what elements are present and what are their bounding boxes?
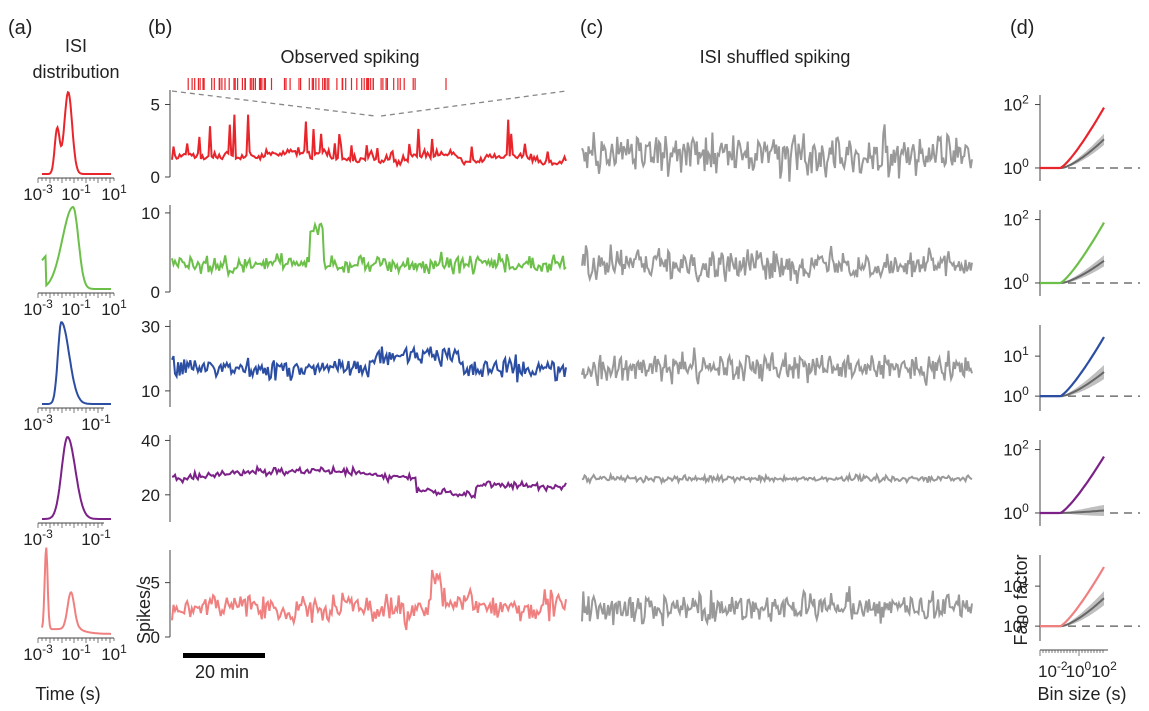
panel-c-label: (c) <box>580 17 603 39</box>
isi-tick-label: 10-3 <box>23 412 53 434</box>
fano-y-tick-label: 102 <box>1003 438 1029 460</box>
isi-tick-label: 10-3 <box>23 182 53 204</box>
rate-y-tick-label: 0 <box>151 168 160 187</box>
rate-y-tick-label: 5 <box>151 574 160 593</box>
fano-curve-green <box>1040 222 1105 285</box>
rate-trace-blue <box>171 344 567 383</box>
panel-d-label: (d) <box>1010 17 1034 39</box>
fano-y-tick-label: 101 <box>1003 574 1029 596</box>
panel-b-ylabel: Spikes/s <box>134 576 154 644</box>
isi-curve-blue <box>42 321 111 405</box>
isi-tick-label: 101 <box>101 642 127 664</box>
fano-y-tick-label: 100 <box>1003 271 1029 293</box>
isi-curve-pink <box>41 547 111 635</box>
fano-curve-pink <box>1040 566 1105 628</box>
rate-y-tick-label: 40 <box>141 431 160 450</box>
shuffle-band <box>1040 591 1104 627</box>
panel-d-xlabel: Bin size (s) <box>1037 684 1126 704</box>
shuffle-band <box>1040 504 1104 516</box>
rate-y-tick-label: 0 <box>151 628 160 647</box>
fano-y-tick-label: 102 <box>1003 93 1029 115</box>
panel-b-title: Observed spiking <box>280 47 419 67</box>
shuffled-trace <box>581 124 973 182</box>
isi-tick-label: 10-1 <box>61 297 91 319</box>
isi-tick-label: 10-1 <box>61 642 91 664</box>
isi-tick-label: 101 <box>101 182 127 204</box>
fano-y-tick-label: 100 <box>1003 156 1029 178</box>
plot-layer: 10-3 10-1 101 10-3 10-1 101 10-3 10-1 10-3 10-1 10… <box>23 78 1140 681</box>
shuffled-trace <box>581 244 973 284</box>
fano-curve-blue <box>1040 336 1105 398</box>
panel-d-ylabel: Fano factor <box>1011 554 1031 645</box>
fano-x-tick-label: 102 <box>1091 659 1117 681</box>
panel-a-label: (a) <box>8 17 32 39</box>
panel-a-xlabel: Time (s) <box>35 684 100 704</box>
rate-y-tick-label: 0 <box>151 283 160 302</box>
rate-trace-green <box>171 220 567 279</box>
time-scale-bar <box>183 653 265 658</box>
rate-trace-red <box>171 114 567 169</box>
zoom-guide-right <box>380 90 567 117</box>
rate-y-tick-label: 10 <box>141 382 160 401</box>
fano-y-tick-label: 100 <box>1003 384 1029 406</box>
rate-trace-pink <box>171 569 567 631</box>
scalebar-label: 20 min <box>195 662 249 682</box>
isi-tick-label: 10-1 <box>81 527 111 549</box>
fano-y-tick-label: 101 <box>1003 344 1029 366</box>
fano-x-tick-label: 100 <box>1066 659 1092 681</box>
isi-tick-label: 10-3 <box>23 642 53 664</box>
fano-curve-red <box>1040 107 1105 170</box>
isi-curve-red <box>42 90 111 175</box>
isi-tick-label: 10-3 <box>23 297 53 319</box>
panel-a-title-line2: distribution <box>32 62 119 82</box>
fano-y-tick-label: 100 <box>1003 614 1029 636</box>
rate-y-tick-label: 5 <box>151 96 160 115</box>
isi-tick-label: 10-1 <box>61 182 91 204</box>
isi-tick-label: 10-3 <box>23 527 53 549</box>
isi-curve-green <box>41 205 111 290</box>
panel-c-title: ISI shuffled spiking <box>700 47 851 67</box>
isi-curve-purple <box>42 435 111 520</box>
shuffle-band <box>1040 365 1104 397</box>
fano-y-tick-label: 102 <box>1003 208 1029 230</box>
shuffled-trace <box>581 347 973 387</box>
rate-trace-purple <box>171 463 567 500</box>
isi-tick-label: 101 <box>101 297 127 319</box>
shuffled-trace <box>581 471 973 486</box>
fano-x-tick-label: 10-2 <box>1038 659 1068 681</box>
panel-b-label: (b) <box>148 17 172 39</box>
rate-y-tick-label: 30 <box>141 317 160 336</box>
fano-y-tick-label: 100 <box>1003 501 1029 523</box>
shuffled-trace <box>581 586 973 627</box>
rate-y-tick-label: 10 <box>141 204 160 223</box>
rate-y-tick-label: 20 <box>141 486 160 505</box>
panel-a-title-line1: ISI <box>65 36 87 56</box>
isi-tick-label: 10-1 <box>81 412 111 434</box>
zoom-guide-left <box>171 90 376 117</box>
fano-curve-purple <box>1040 456 1105 515</box>
